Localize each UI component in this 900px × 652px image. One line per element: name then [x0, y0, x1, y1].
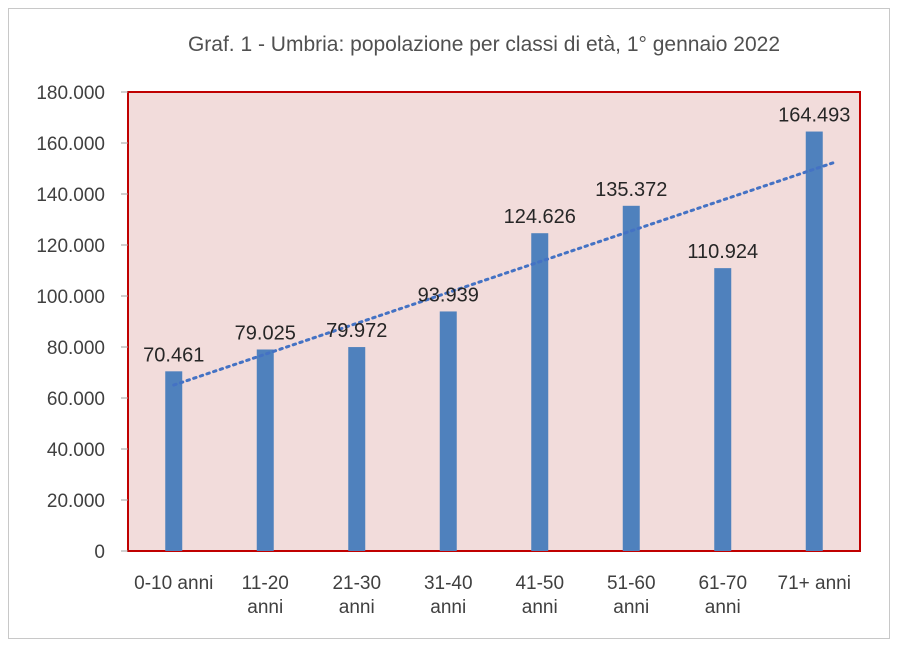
data-label: 79.972: [326, 320, 387, 342]
y-tick-label: 120.000: [36, 236, 105, 257]
x-tick-label: 21-30 anni: [332, 573, 381, 618]
data-label: 124.626: [504, 206, 576, 228]
x-tick-label: 0-10 anni: [134, 573, 213, 594]
data-labels: 70.461 79.025 79.972 93.939 124.626 135.372 11…: [143, 105, 850, 367]
y-tick-label: 60.000: [47, 389, 105, 410]
y-axis: 0 20.000 40.000 60.000 80.000 100.000 120.000 1…: [36, 83, 128, 563]
x-tick-label: 41-50 anni: [515, 573, 564, 618]
y-tick-label: 180.000: [36, 83, 105, 104]
y-tick-label: 0: [94, 542, 105, 563]
bar: [531, 233, 549, 551]
x-tick-label: 71+ anni: [778, 573, 851, 594]
trendline-path: [172, 160, 838, 387]
x-axis: 0-10 anni 11-20 anni 21-30 anni 31-40 anni 41-5…: [134, 573, 851, 618]
bar: [256, 349, 274, 551]
bar: [714, 268, 732, 551]
bar: [439, 311, 457, 551]
y-tick-label: 40.000: [47, 440, 105, 461]
x-tick-label: 51-60 anni: [607, 573, 656, 618]
data-label: 79.025: [235, 322, 296, 344]
y-tick-label: 100.000: [36, 287, 105, 308]
trendline: [172, 160, 838, 387]
data-label: 110.924: [687, 241, 758, 263]
plot-area: [127, 91, 861, 552]
y-tick-label: 20.000: [47, 491, 105, 512]
x-tick-label: 11-20 anni: [242, 573, 289, 618]
x-tick-label: 31-40 anni: [424, 573, 473, 618]
bar: [805, 131, 823, 551]
data-label: 164.493: [778, 105, 850, 127]
bar: [622, 205, 640, 552]
y-tick-label: 80.000: [47, 338, 105, 359]
bar: [165, 371, 183, 551]
chart-svg: Graf. 1 - Umbria: popolazione per classi…: [36, 33, 861, 618]
data-label: 70.461: [143, 344, 204, 366]
x-tick-label: 61-70 anni: [698, 573, 747, 618]
y-tick-label: 160.000: [36, 134, 105, 155]
bar-series: [165, 131, 823, 552]
chart-title: Graf. 1 - Umbria: popolazione per classi…: [188, 33, 780, 56]
y-tick-label: 140.000: [36, 185, 105, 206]
bar: [348, 347, 366, 551]
data-label: 135.372: [595, 179, 667, 201]
data-label: 93.939: [418, 284, 479, 306]
chart-frame: Graf. 1 - Umbria: popolazione per classi…: [8, 8, 890, 639]
